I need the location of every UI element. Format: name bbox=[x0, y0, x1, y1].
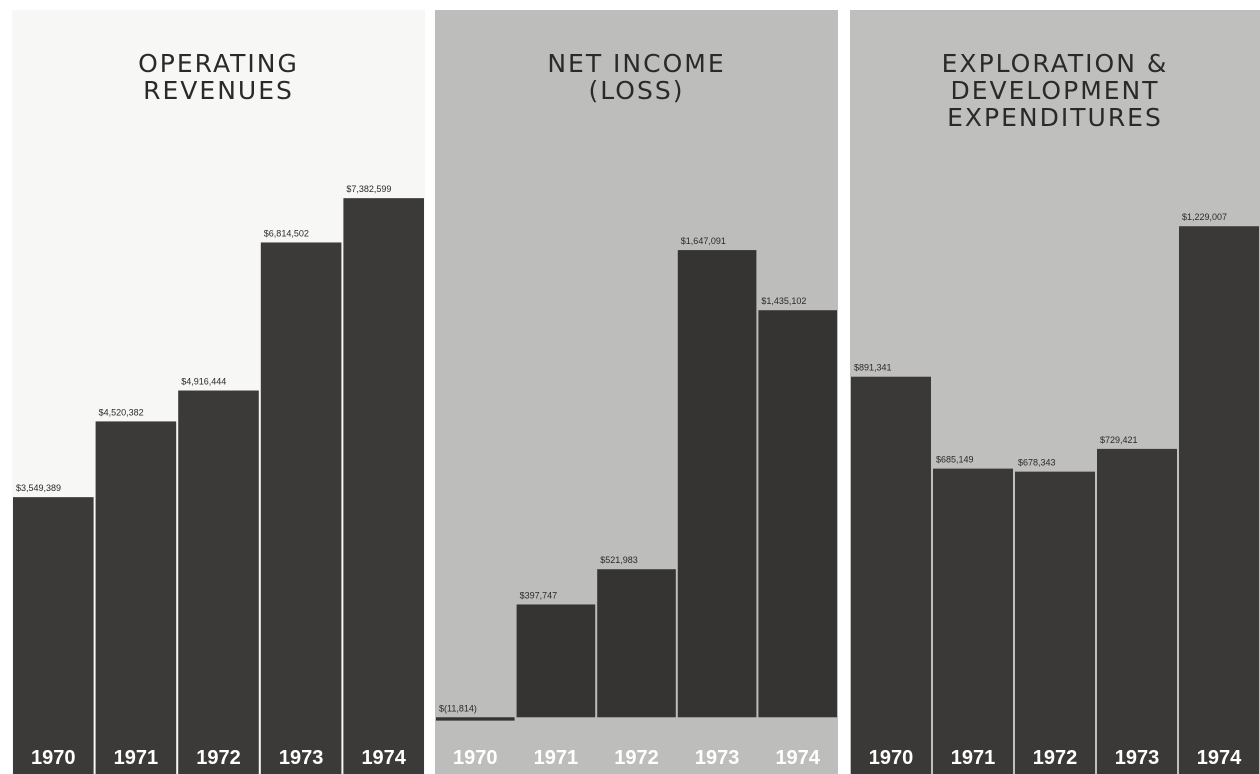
bar bbox=[1097, 448, 1177, 774]
value-label: $521,983 bbox=[600, 555, 638, 565]
x-tick-label: 1972 bbox=[614, 747, 659, 769]
x-tick-label: 1970 bbox=[31, 747, 76, 769]
x-tick-label: 1970 bbox=[869, 747, 914, 769]
bar bbox=[260, 242, 342, 774]
bar bbox=[933, 468, 1013, 774]
x-tick-label: 1973 bbox=[279, 747, 324, 769]
x-tick-label: 1974 bbox=[361, 747, 406, 769]
x-tick-label: 1970 bbox=[453, 747, 498, 769]
value-label: $678,343 bbox=[1018, 458, 1056, 468]
bar bbox=[178, 390, 259, 774]
bar bbox=[436, 717, 515, 721]
bar bbox=[677, 250, 757, 718]
x-tick-label: 1972 bbox=[1033, 747, 1078, 769]
value-label: $685,149 bbox=[936, 455, 974, 465]
value-label: $6,814,502 bbox=[264, 228, 309, 238]
bar bbox=[516, 604, 596, 718]
value-label: $3,549,389 bbox=[16, 483, 61, 493]
x-tick-label: 1973 bbox=[695, 747, 740, 769]
x-tick-label: 1971 bbox=[951, 747, 996, 769]
value-label: $1,229,007 bbox=[1182, 212, 1227, 222]
chart-title: OPERATING REVENUES bbox=[138, 49, 299, 105]
value-label: $1,647,091 bbox=[681, 236, 726, 246]
value-label: $7,382,599 bbox=[346, 184, 391, 194]
bar bbox=[597, 569, 676, 718]
bar bbox=[1015, 471, 1095, 774]
x-tick-label: 1971 bbox=[114, 747, 159, 769]
x-tick-label: 1972 bbox=[196, 747, 241, 769]
bar bbox=[851, 376, 931, 774]
bar bbox=[343, 198, 424, 774]
value-label: $4,916,444 bbox=[181, 377, 226, 387]
chart-title: NET INCOME (LOSS) bbox=[547, 49, 726, 105]
x-tick-label: 1974 bbox=[775, 747, 820, 769]
chart-title: EXPLORATION & DEVELOPMENT EXPENDITURES bbox=[941, 49, 1169, 132]
value-label: $729,421 bbox=[1100, 435, 1138, 445]
value-label: $891,341 bbox=[854, 363, 892, 373]
bar bbox=[13, 497, 94, 774]
value-label: $(11,814) bbox=[439, 703, 477, 713]
x-tick-label: 1971 bbox=[534, 747, 579, 769]
x-tick-label: 1974 bbox=[1197, 747, 1242, 769]
bar bbox=[95, 421, 177, 774]
bar bbox=[1179, 226, 1259, 774]
value-label: $1,435,102 bbox=[761, 296, 806, 306]
value-label: $397,747 bbox=[520, 590, 558, 600]
value-label: $4,520,382 bbox=[99, 407, 144, 417]
x-tick-label: 1973 bbox=[1115, 747, 1160, 769]
bar bbox=[758, 310, 837, 718]
